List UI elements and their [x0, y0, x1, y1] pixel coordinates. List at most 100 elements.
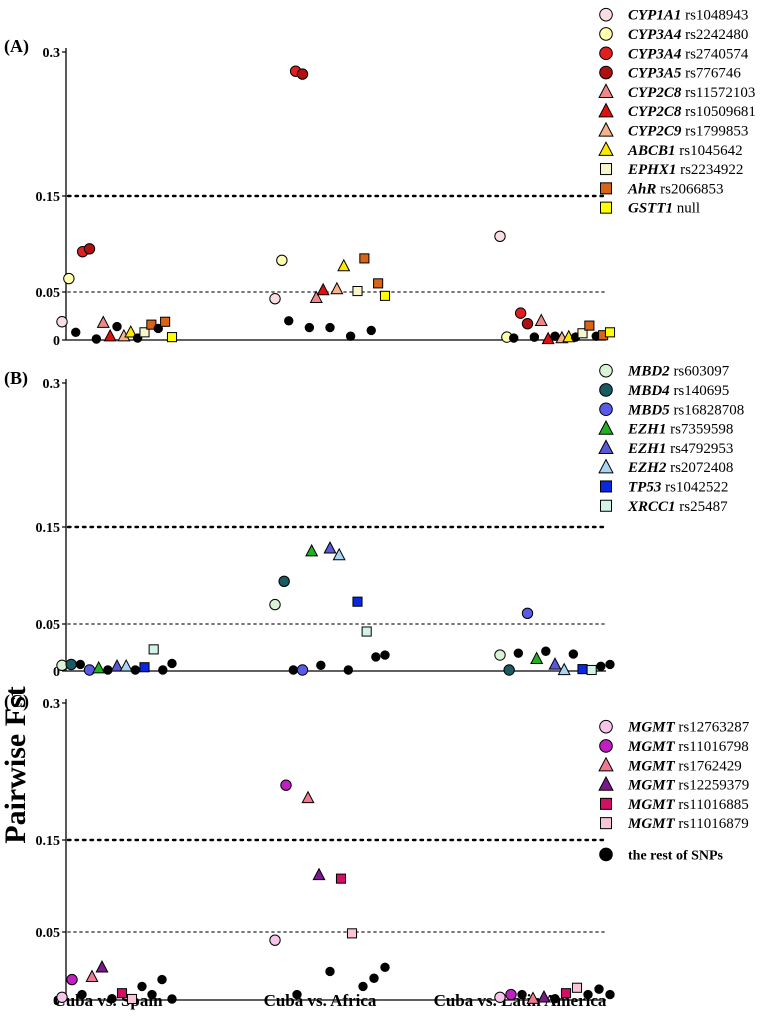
data-point-mgmt-rs11016798	[505, 988, 517, 1001]
y-tick-label: 0.05	[36, 926, 61, 941]
legend-entry: AhR rs2066853	[627, 181, 723, 197]
data-point-mbd2-rs603097	[494, 649, 506, 661]
legend-gene: MGMT	[627, 758, 676, 774]
data-point-ephx1-rs2234922	[139, 327, 150, 338]
data-point-cyp3a4-rs2242480	[63, 272, 75, 285]
legend-gene: MGMT	[627, 778, 676, 794]
data-point-cyp2c8-rs11572103	[309, 290, 323, 303]
legend-entry: MGMT rs12763287	[627, 720, 750, 736]
data-point-tp53-rs1042522	[352, 596, 363, 607]
data-point-mgmt-rs11016885	[335, 873, 347, 884]
legend-marker	[599, 163, 613, 176]
data-point-rest	[605, 659, 615, 670]
legend-gene: MGMT	[627, 739, 676, 755]
legend-marker	[598, 102, 614, 118]
legend-snp: rs2740574	[681, 46, 749, 62]
data-point-xrcc1-rs25487	[361, 626, 372, 637]
data-point-cyp3a5-rs776746	[83, 243, 96, 255]
legend-entry: EPHX1 rs2234922	[627, 162, 743, 178]
data-point-rest	[358, 981, 368, 992]
legend-entry: CYP3A4 rs2740574	[628, 46, 749, 62]
legend-gene: EZH1	[627, 441, 666, 457]
data-point-cyp3a4-rs2242480	[276, 254, 288, 267]
data-point-rest	[568, 649, 579, 659]
data-point-rest	[304, 322, 315, 333]
data-point-rest	[167, 994, 177, 1004]
legend-gene: MGMT	[627, 797, 676, 813]
data-point-mbd5-rs16828708	[83, 664, 96, 676]
data-point-rest	[343, 665, 354, 675]
legend-entry: CYP2C9 rs1799853	[628, 123, 748, 139]
data-point-mbd4-rs140695	[65, 658, 77, 671]
data-point-rest	[130, 665, 141, 675]
legend-gene: CYP2C9	[628, 123, 682, 139]
data-point-xrcc1-rs25487	[586, 664, 597, 676]
data-point-mgmt-rs11016798	[280, 779, 292, 791]
legend-snp: rs7359598	[666, 422, 733, 438]
legend-entry: MGMT rs11016798	[627, 739, 749, 755]
data-point-gstt1-null	[166, 332, 178, 343]
y-tick-label: 0.15	[36, 521, 61, 536]
data-point-rest	[157, 974, 167, 985]
y-tick-label: 0.15	[36, 834, 61, 849]
legend-marker	[598, 83, 614, 99]
legend-snp: rs4792953	[666, 441, 733, 457]
legend: MGMT rs12763287 MGMT rs11016798 MGMT rs176…	[598, 720, 750, 863]
panel-label: (C)	[4, 691, 29, 712]
data-point-cyp3a5-rs776746	[296, 68, 309, 80]
data-point-rest	[513, 648, 524, 658]
data-point-rest	[345, 331, 356, 341]
data-point-mgmt-rs11016885	[116, 988, 128, 999]
y-tick-label: 0.05	[36, 286, 61, 301]
legend-snp: rs11572103	[681, 85, 755, 101]
legend-gene: XRCC1	[627, 499, 676, 515]
legend-snp: rs2066853	[656, 181, 723, 197]
legend-entry: XRCC1 rs25487	[627, 499, 728, 515]
legend-entry: CYP1A1 rs1048943	[628, 8, 748, 24]
legend-entry: MGMT rs11016879	[627, 816, 749, 832]
legend-marker	[599, 739, 613, 753]
data-point-mgmt-rs1762429	[301, 790, 315, 804]
data-point-rest	[509, 333, 519, 343]
data-point-cyp2c8-rs10509681	[316, 282, 330, 296]
legend-marker-rest	[599, 847, 613, 862]
data-point-rest	[158, 665, 168, 675]
legend-marker	[599, 363, 613, 378]
data-point-rest	[75, 659, 86, 670]
legend-gene: CYP1A1	[628, 8, 681, 24]
legend-gene: CYP3A4	[628, 27, 682, 43]
data-point-ephx1-rs2234922	[352, 285, 363, 297]
data-point-ezh2-rs2072408	[557, 662, 571, 676]
data-point-rest	[594, 984, 604, 994]
legend-entry: MBD2 rs603097	[627, 364, 730, 380]
legend-entry: MGMT rs12259379	[627, 778, 749, 794]
legend-marker	[599, 480, 613, 493]
data-point-mgmt-rs12763287	[269, 934, 281, 946]
legend-gene: AhR	[627, 181, 656, 197]
legend-snp: rs776746	[681, 66, 741, 82]
legend-entry: CYP2C8 rs10509681	[628, 104, 756, 120]
data-point-rest	[77, 989, 87, 1000]
data-point-xrcc1-rs25487	[148, 644, 159, 655]
legend-marker	[599, 46, 613, 61]
legend-entry: MGMT rs1762429	[627, 758, 742, 774]
data-point-rest	[366, 325, 376, 336]
legend-marker	[599, 27, 613, 41]
data-point-rest	[284, 316, 294, 326]
data-point-mgmt-rs12259379	[95, 960, 109, 973]
data-point-cyp1a1-rs1048943	[269, 293, 281, 305]
legend-gene: ABCB1	[627, 143, 676, 159]
data-point-ahr-rs2066853	[359, 253, 370, 264]
data-point-mgmt-rs12763287	[56, 991, 68, 1003]
legend-marker	[598, 439, 614, 455]
data-point-tp53-rs1042522	[577, 664, 588, 675]
legend-snp: rs16828708	[670, 402, 745, 418]
data-point-rest	[517, 989, 527, 1000]
legend-entry: EZH1 rs4792953	[627, 441, 733, 457]
y-tick-label: 0.3	[43, 377, 61, 392]
legend-marker	[599, 383, 613, 397]
legend-entry: MBD4 rs140695	[627, 383, 729, 399]
data-point-cyp2c8-rs10509681	[103, 328, 117, 342]
legend-gene: GSTT1	[628, 201, 673, 217]
